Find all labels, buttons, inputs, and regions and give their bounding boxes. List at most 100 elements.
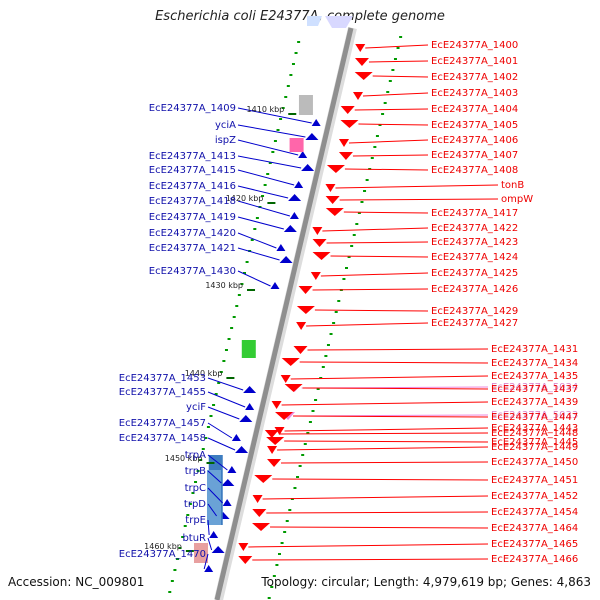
- gene-callout: [339, 198, 499, 201]
- tick-mark: [294, 52, 298, 54]
- gene-callout: [362, 92, 429, 97]
- gene-label: EcE24377A_1404: [431, 104, 518, 115]
- gene-label: EcE24377A_1426: [431, 284, 518, 295]
- tick-mark: [280, 542, 284, 544]
- tick-mark: [350, 245, 354, 247]
- tick-mark: [255, 217, 259, 219]
- gene-callout: [207, 377, 244, 391]
- reverse-gene-arrow: [298, 151, 308, 158]
- tick-mark: [357, 212, 361, 214]
- gene-label: EcE24377A_1435: [491, 371, 578, 382]
- gene-label: EcE24377A_1445: [491, 437, 578, 448]
- forward-gene-arrow: [284, 384, 303, 392]
- gene-label: EcE24377A_1421: [149, 243, 236, 254]
- tick-mark: [243, 272, 247, 274]
- tick-mark: [297, 41, 301, 43]
- gene-callout: [312, 288, 429, 291]
- gene-callout: [352, 154, 429, 157]
- forward-gene-arrow: [274, 427, 285, 435]
- forward-gene-arrow: [254, 475, 273, 483]
- gene-callout: [237, 185, 289, 199]
- gene-label: EcE24377A_1455: [119, 387, 206, 398]
- kbp-label: 1450 kbp: [165, 454, 203, 463]
- gene-label: EcE24377A_5034: [491, 382, 578, 393]
- gene-block: [241, 340, 256, 358]
- gene-callout: [262, 495, 489, 500]
- tick-mark: [298, 465, 302, 467]
- gene-label: EcE24377A_1403: [431, 88, 518, 99]
- forward-gene-arrow: [355, 44, 366, 52]
- gene-glyphs: [193, 44, 373, 572]
- tick-mark: [183, 525, 187, 527]
- gene-label: EcE24377A_1430: [149, 266, 236, 277]
- tick-mark: [281, 107, 285, 109]
- forward-gene-arrow: [325, 184, 336, 192]
- tick-mark: [393, 58, 397, 60]
- gene-callout: [343, 211, 429, 214]
- tick-mark: [222, 360, 226, 362]
- gene-block: [206, 470, 221, 525]
- tick-mark: [386, 91, 390, 93]
- tick-mark: [326, 344, 330, 346]
- gene-label: EcE24377A_1451: [491, 475, 578, 486]
- gene-label: trpE: [185, 515, 206, 526]
- gene-callout: [330, 255, 429, 258]
- tick-mark: [204, 437, 208, 439]
- tick-mark: [276, 129, 280, 131]
- gene-label: trpA: [185, 450, 206, 461]
- tick-mark: [199, 459, 203, 461]
- gene-label: EcE24377A_1443: [491, 423, 578, 434]
- tick-mark: [293, 487, 297, 489]
- reverse-gene-arrow: [231, 434, 241, 441]
- forward-gene-arrow: [293, 346, 308, 354]
- gene-label: EcE24377A_1423: [431, 237, 518, 248]
- gene-label: trpC: [185, 483, 206, 494]
- gene-label: EcE24377A_1418: [149, 196, 236, 207]
- reverse-gene-arrow: [311, 119, 321, 126]
- gene-label: EcE24377A_1454: [491, 507, 578, 518]
- gene-label: EcE24377A_1439: [491, 397, 578, 408]
- forward-gene-arrow: [280, 375, 291, 383]
- reverse-gene-arrow: [227, 466, 237, 473]
- tick-mark: [391, 69, 395, 71]
- forward-gene-arrow: [338, 139, 349, 147]
- forward-gene-arrow: [298, 286, 313, 294]
- tick-mark: [178, 547, 182, 549]
- gene-block: [289, 138, 304, 152]
- tick-mark: [191, 492, 195, 494]
- forward-gene-arrow: [312, 227, 323, 235]
- gene-callout: [207, 391, 246, 408]
- gene-label: EcE24377A_1422: [431, 223, 518, 234]
- tick-mark: [217, 382, 221, 384]
- kbp-label: 1410 kbp: [247, 105, 285, 114]
- tick-mark: [235, 305, 239, 307]
- forward-gene-arrow: [275, 412, 294, 420]
- gene-arrow-top: [325, 16, 353, 28]
- forward-gene-arrow: [252, 523, 271, 531]
- reverse-gene-arrow: [276, 244, 286, 251]
- tick-mark: [196, 470, 200, 472]
- forward-gene-arrow: [340, 120, 359, 128]
- tick-mark: [232, 316, 236, 318]
- reverse-gene-arrow: [235, 446, 249, 453]
- tick-mark: [321, 366, 325, 368]
- gene-label: EcE24377A_1457: [119, 418, 206, 429]
- tick-mark: [272, 575, 276, 577]
- left-gene-labels: EcE24377A_1409 yciA ispZ EcE24377A_1413 EcE2…: [119, 103, 236, 560]
- kbp-scale: 1410 kbp 1420 kbp 1430 kbp 1440 kbp 1450 kbp…: [144, 105, 297, 552]
- tick-mark: [263, 184, 267, 186]
- gene-callout: [368, 60, 429, 63]
- forward-gene-arrow: [271, 401, 282, 409]
- gene-label: EcE24377A_1415: [149, 165, 236, 176]
- reverse-gene-arrow: [222, 499, 232, 506]
- tick-mark: [267, 597, 271, 599]
- gene-block: [193, 543, 208, 563]
- gene-arrow-top: [307, 16, 322, 26]
- tick-mark: [286, 85, 290, 87]
- tick-mark: [261, 195, 265, 197]
- gene-callout: [237, 270, 271, 287]
- gene-label: EcE24377A_1413: [149, 151, 236, 162]
- gene-label: EcE24377A_1408: [431, 165, 518, 176]
- tick-mark: [250, 239, 254, 241]
